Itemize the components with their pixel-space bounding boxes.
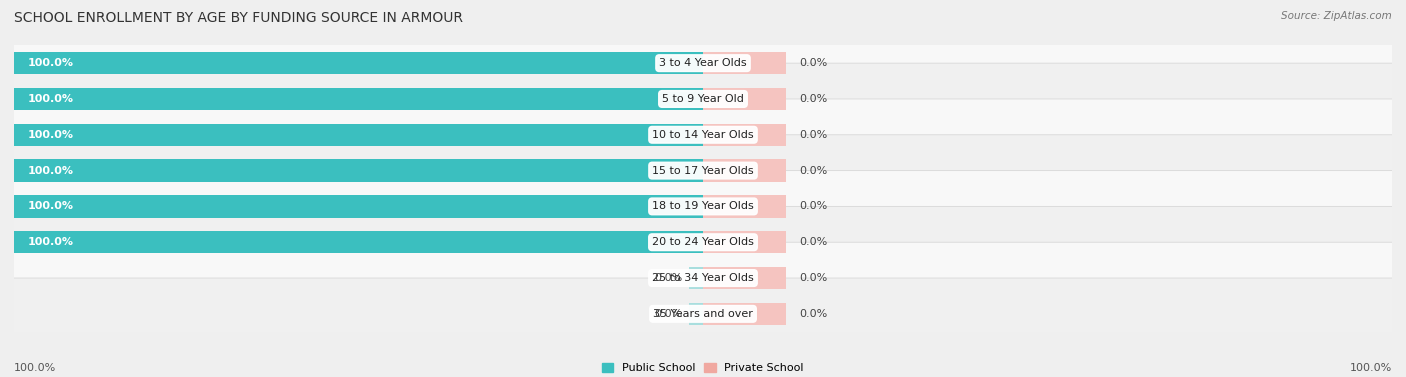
FancyBboxPatch shape xyxy=(11,207,1395,278)
Text: 100.0%: 100.0% xyxy=(28,201,75,211)
Bar xyxy=(703,88,786,110)
Text: 100.0%: 100.0% xyxy=(28,58,75,68)
Text: 100.0%: 100.0% xyxy=(14,363,56,373)
Text: 0.0%: 0.0% xyxy=(800,201,828,211)
Legend: Public School, Private School: Public School, Private School xyxy=(598,359,808,377)
Bar xyxy=(703,159,786,182)
Text: 0.0%: 0.0% xyxy=(800,94,828,104)
Text: 100.0%: 100.0% xyxy=(28,237,75,247)
Bar xyxy=(14,52,703,74)
Text: 100.0%: 100.0% xyxy=(1350,363,1392,373)
Bar xyxy=(703,195,786,218)
FancyBboxPatch shape xyxy=(11,242,1395,314)
Bar xyxy=(703,124,786,146)
Text: 0.0%: 0.0% xyxy=(654,273,682,283)
FancyBboxPatch shape xyxy=(11,99,1395,171)
Text: 0.0%: 0.0% xyxy=(800,58,828,68)
Text: 0.0%: 0.0% xyxy=(800,130,828,140)
Text: 0.0%: 0.0% xyxy=(654,309,682,319)
Text: SCHOOL ENROLLMENT BY AGE BY FUNDING SOURCE IN ARMOUR: SCHOOL ENROLLMENT BY AGE BY FUNDING SOUR… xyxy=(14,11,463,25)
FancyBboxPatch shape xyxy=(11,63,1395,135)
Bar xyxy=(703,52,786,74)
Bar xyxy=(14,159,703,182)
Text: 35 Years and over: 35 Years and over xyxy=(652,309,754,319)
Text: 0.0%: 0.0% xyxy=(800,309,828,319)
Text: 0.0%: 0.0% xyxy=(800,237,828,247)
Bar xyxy=(689,267,703,289)
Bar xyxy=(703,267,786,289)
Text: 100.0%: 100.0% xyxy=(28,94,75,104)
Bar xyxy=(14,231,703,253)
FancyBboxPatch shape xyxy=(11,171,1395,242)
FancyBboxPatch shape xyxy=(11,135,1395,207)
Text: 0.0%: 0.0% xyxy=(800,273,828,283)
Text: 100.0%: 100.0% xyxy=(28,166,75,176)
Text: 25 to 34 Year Olds: 25 to 34 Year Olds xyxy=(652,273,754,283)
Text: Source: ZipAtlas.com: Source: ZipAtlas.com xyxy=(1281,11,1392,21)
Text: 0.0%: 0.0% xyxy=(800,166,828,176)
Bar xyxy=(14,88,703,110)
Text: 18 to 19 Year Olds: 18 to 19 Year Olds xyxy=(652,201,754,211)
Text: 5 to 9 Year Old: 5 to 9 Year Old xyxy=(662,94,744,104)
FancyBboxPatch shape xyxy=(11,278,1395,350)
Bar xyxy=(14,124,703,146)
Bar xyxy=(703,231,786,253)
Bar xyxy=(703,303,786,325)
Bar xyxy=(14,195,703,218)
Text: 20 to 24 Year Olds: 20 to 24 Year Olds xyxy=(652,237,754,247)
Bar xyxy=(689,303,703,325)
FancyBboxPatch shape xyxy=(11,28,1395,99)
Text: 100.0%: 100.0% xyxy=(28,130,75,140)
Text: 3 to 4 Year Olds: 3 to 4 Year Olds xyxy=(659,58,747,68)
Text: 15 to 17 Year Olds: 15 to 17 Year Olds xyxy=(652,166,754,176)
Text: 10 to 14 Year Olds: 10 to 14 Year Olds xyxy=(652,130,754,140)
